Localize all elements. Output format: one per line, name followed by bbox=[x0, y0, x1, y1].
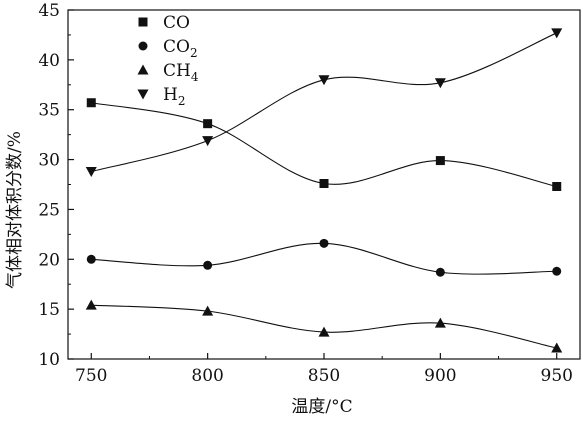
legend-marker-ch4 bbox=[137, 64, 149, 75]
point-co2-900 bbox=[435, 267, 445, 277]
point-co2-750 bbox=[86, 254, 96, 264]
point-co-750 bbox=[86, 98, 96, 108]
legend-marker-co bbox=[138, 17, 148, 27]
point-ch4-800 bbox=[202, 305, 214, 316]
curve-co bbox=[91, 102, 557, 188]
point-co2-800 bbox=[203, 260, 213, 270]
x-tick-label-950: 950 bbox=[541, 366, 573, 386]
y-tick-label-25: 25 bbox=[38, 200, 60, 220]
y-tick-label-40: 40 bbox=[38, 51, 60, 71]
point-ch4-850 bbox=[318, 326, 330, 337]
point-h2-850 bbox=[318, 75, 330, 86]
x-tick-label-900: 900 bbox=[424, 366, 456, 386]
point-ch4-900 bbox=[434, 317, 446, 328]
point-h2-750 bbox=[85, 167, 97, 178]
point-co-800 bbox=[203, 119, 213, 129]
point-co2-950 bbox=[552, 266, 562, 276]
x-axis-title: 温度/°C bbox=[291, 397, 352, 417]
legend-label-h2: H2 bbox=[163, 85, 185, 108]
axes: 750 800 850 900 950 10 15 20 25 30 35 40 45 bbox=[38, 1, 581, 386]
y-tick-label-20: 20 bbox=[38, 250, 60, 270]
legend-label-co2: CO2 bbox=[163, 37, 198, 60]
x-tick-label-750: 750 bbox=[75, 366, 107, 386]
legend-marker-h2 bbox=[137, 89, 149, 100]
y-tick-label-45: 45 bbox=[38, 1, 60, 21]
point-h2-800 bbox=[202, 136, 214, 147]
y-tick-label-15: 15 bbox=[38, 300, 60, 320]
y-tick-label-10: 10 bbox=[38, 350, 60, 370]
y-axis-title: 气体相对体积分数/% bbox=[5, 131, 25, 289]
x-tick-label-850: 850 bbox=[308, 366, 340, 386]
point-h2-950 bbox=[551, 28, 563, 39]
y-tick-label-30: 30 bbox=[38, 151, 60, 171]
point-ch4-750 bbox=[85, 299, 97, 310]
point-co-850 bbox=[319, 179, 329, 189]
x-tick-label-800: 800 bbox=[191, 366, 223, 386]
point-co2-850 bbox=[319, 238, 329, 248]
point-h2-900 bbox=[434, 78, 446, 89]
point-co-900 bbox=[435, 156, 445, 166]
curve-co2 bbox=[91, 242, 557, 275]
point-ch4-950 bbox=[551, 342, 563, 353]
legend-label-ch4: CH4 bbox=[163, 61, 199, 84]
legend-marker-co2 bbox=[138, 41, 148, 51]
data-points bbox=[85, 28, 563, 353]
y-tick-label-35: 35 bbox=[38, 101, 60, 121]
legend-label-co: CO bbox=[163, 13, 190, 33]
point-co-950 bbox=[552, 181, 562, 191]
curve-h2 bbox=[91, 32, 557, 173]
